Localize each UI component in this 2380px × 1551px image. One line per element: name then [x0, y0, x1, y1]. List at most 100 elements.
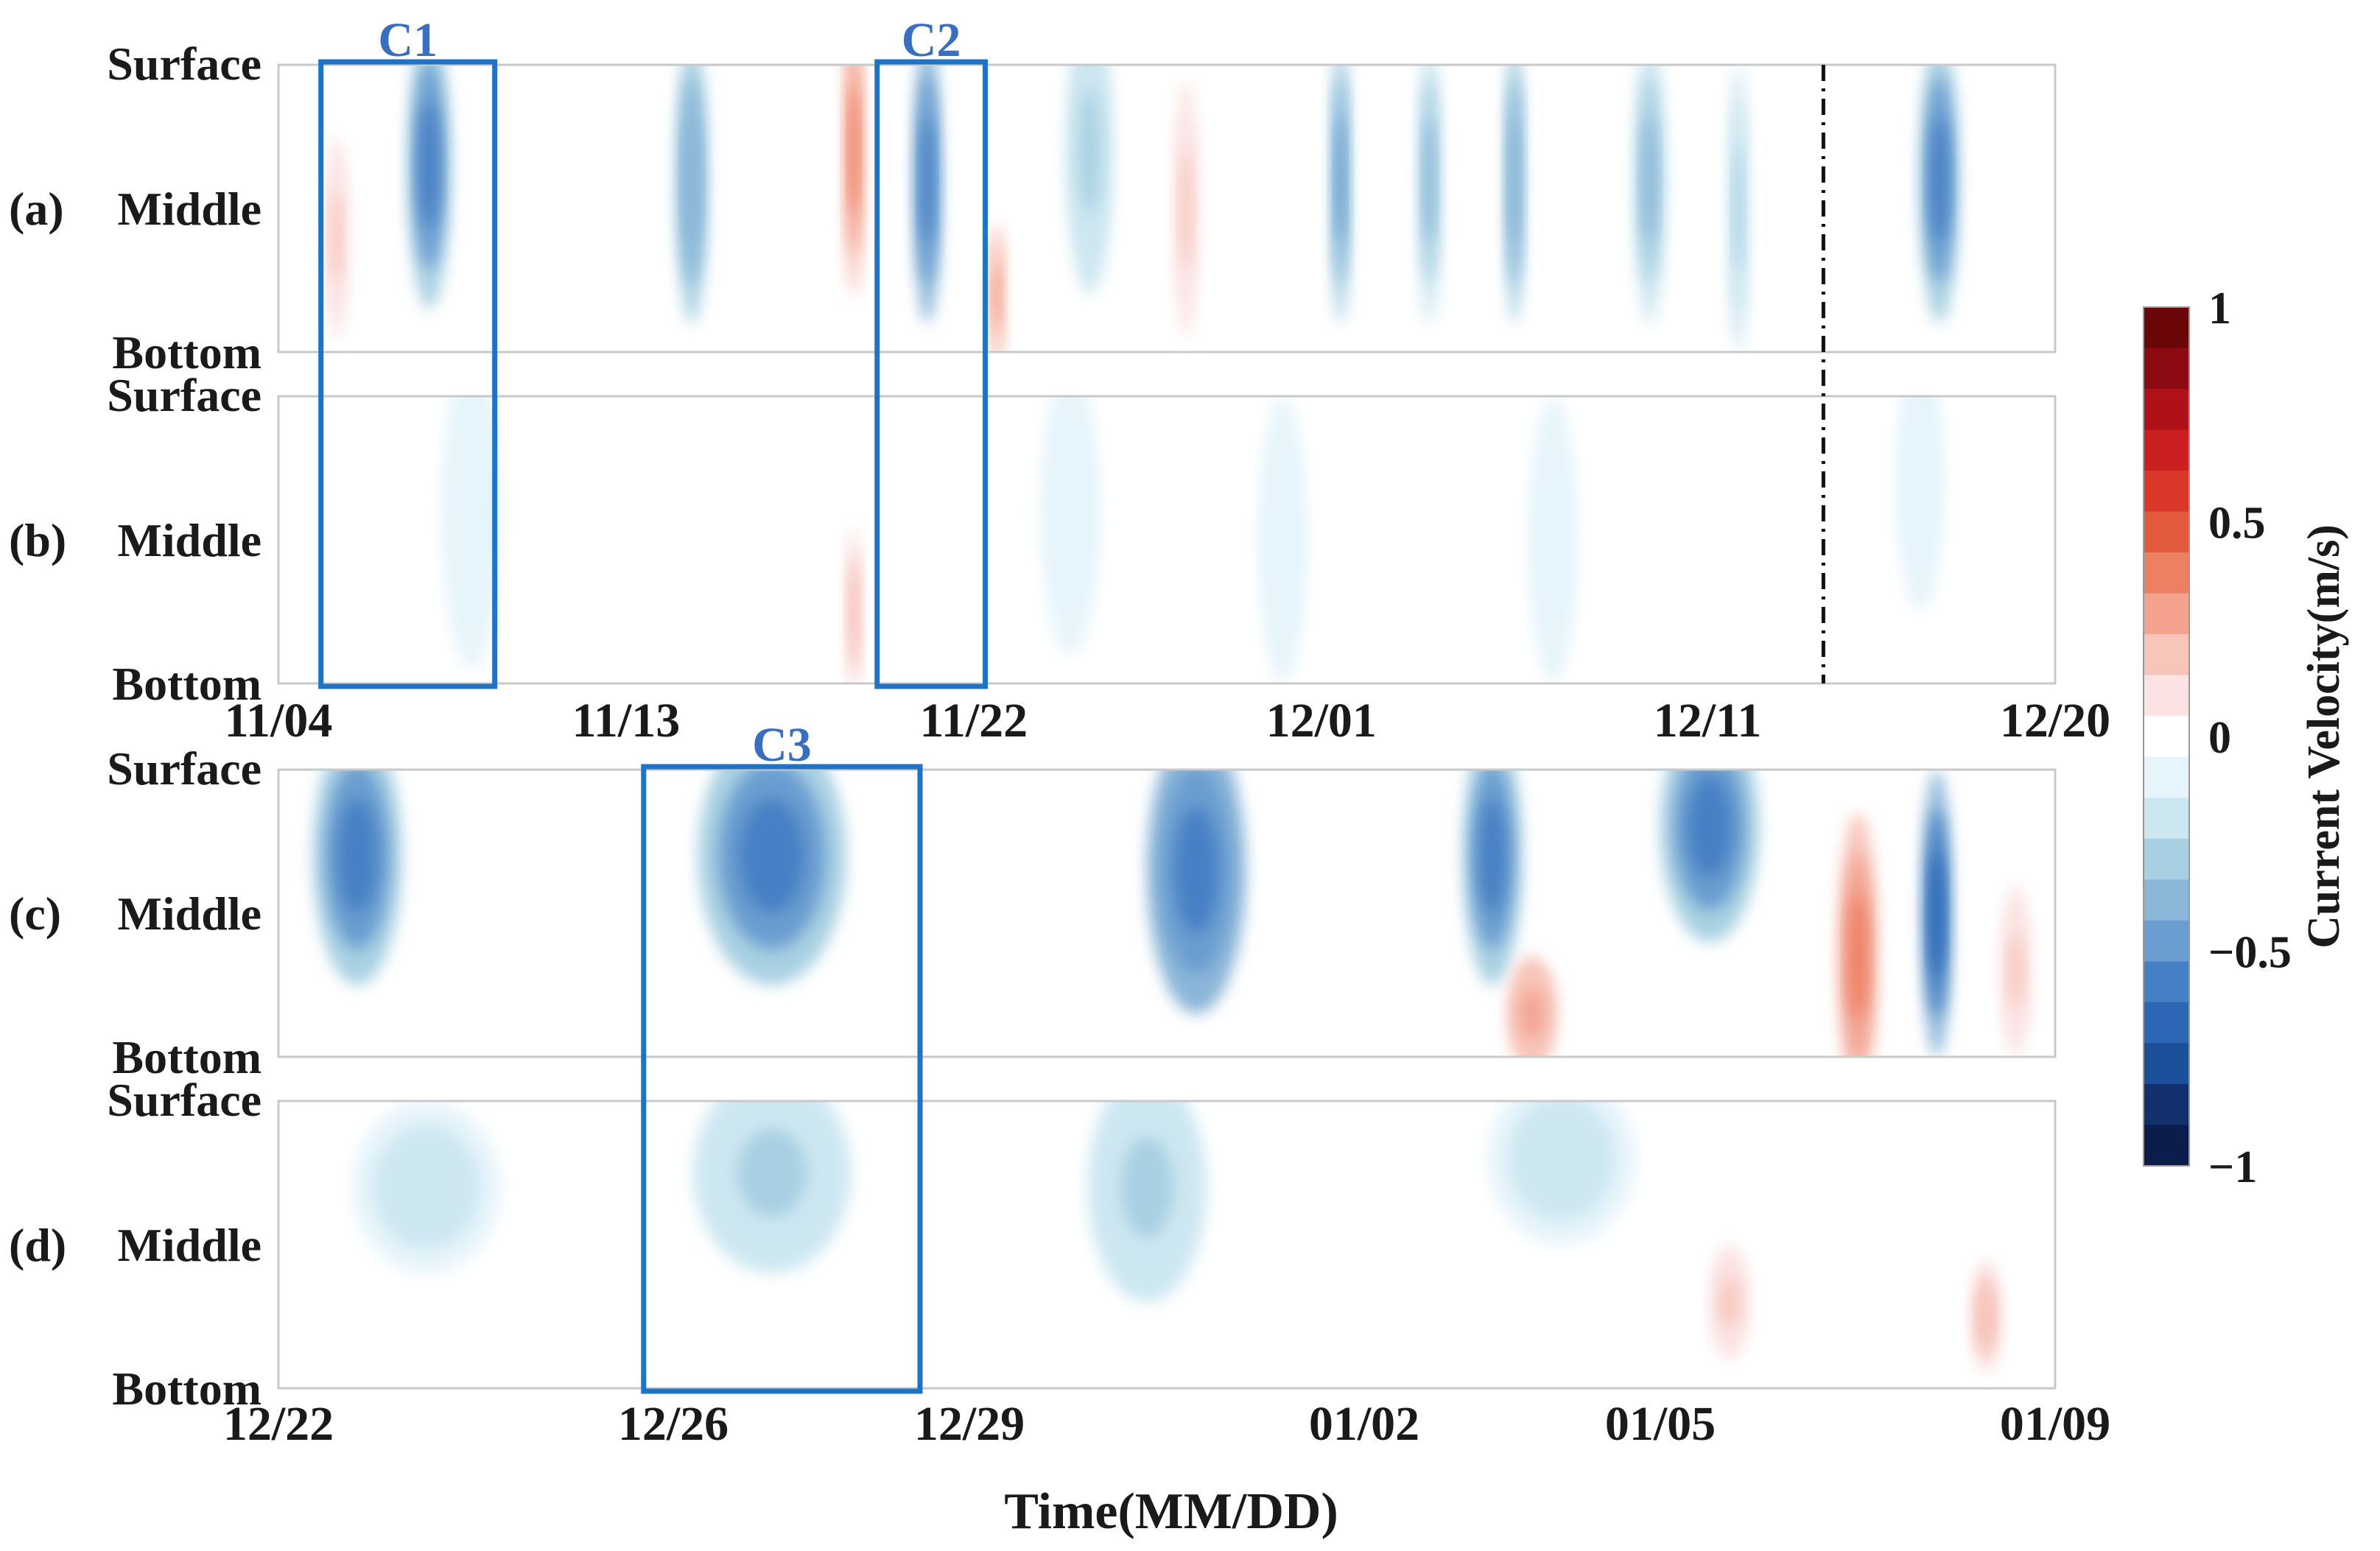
depth-label-surface: Surface: [107, 1074, 261, 1126]
panel-frame: [277, 63, 2057, 354]
colorbar: 1 0.5 0 −0.5 −1 Current Velocity(m/s): [2143, 284, 2349, 1192]
colorbar-title: Current Velocity(m/s): [2299, 524, 2349, 949]
contour-blob: [1479, 798, 1506, 913]
colorbar-segment: [2144, 1043, 2189, 1085]
annotation-label-c1: C1: [378, 13, 438, 67]
contour-blob: [1272, 476, 1293, 603]
colorbar-frame: [2143, 306, 2190, 1167]
x-tick-label: 12/26: [618, 1397, 729, 1451]
contour-blob: [1510, 116, 1519, 243]
depth-label-middle: Middle: [117, 514, 261, 566]
panel-4: (d) Surface Middle Bottom: [9, 1074, 2057, 1415]
contour-blob: [2009, 932, 2023, 1009]
contour-blob: [1688, 776, 1732, 878]
contour-blob: [684, 116, 699, 243]
colorbar-segment: [2144, 429, 2189, 471]
contour-blob: [737, 1128, 807, 1217]
contour-blob: [1079, 88, 1100, 214]
contour-blob: [993, 263, 1000, 326]
colorbar-segment: [2144, 879, 2189, 921]
x-tick-label: 11/13: [572, 694, 681, 748]
colorbar-tick-label: −0.5: [2208, 928, 2292, 978]
x-tick-label: 12/11: [1654, 694, 1762, 748]
depth-label-middle: Middle: [117, 183, 261, 235]
colorbar-segment: [2144, 471, 2189, 513]
colorbar-segment: [2144, 593, 2189, 635]
depth-label-surface: Surface: [107, 369, 261, 421]
depth-label-middle: Middle: [117, 887, 261, 940]
panel-label: (a): [9, 183, 64, 235]
colorbar-tick-label: 0: [2208, 713, 2231, 763]
panel-1: (a) Surface Middle Bottom: [9, 38, 2057, 379]
contour-blob: [1930, 850, 1944, 977]
colorbar-tick-label: 1: [2208, 284, 2231, 334]
panel-frame: [277, 395, 2057, 685]
depth-label-bottom: Bottom: [112, 658, 261, 710]
contour-blob: [1909, 425, 1931, 540]
x-tick-label: 12/22: [223, 1397, 334, 1451]
panel-frame: [277, 1100, 2057, 1390]
contour-blob: [849, 88, 859, 214]
contour-blob: [1643, 116, 1657, 243]
annotation-label-c3: C3: [752, 718, 812, 772]
depth-label-surface: Surface: [107, 38, 261, 90]
contour-blob: [1849, 893, 1867, 1020]
depth-label-bottom: Bottom: [112, 1362, 261, 1415]
panel-blobs: [352, 1101, 2001, 1374]
colorbar-segment: [2144, 1002, 2189, 1044]
colorbar-segment: [2144, 307, 2189, 349]
depth-label-bottom: Bottom: [112, 1031, 261, 1083]
annotation-label-c2: C2: [902, 13, 961, 67]
panel-label: (d): [9, 1219, 66, 1271]
colorbar-segment: [2144, 920, 2189, 962]
panel-frame: [277, 768, 2057, 1058]
contour-blob: [419, 102, 439, 229]
colorbar-segment: [2144, 389, 2189, 431]
x-axis-label: Time(MM/DD): [1004, 1483, 1338, 1540]
contour-blob: [1721, 1276, 1738, 1328]
contour-blob: [393, 1149, 460, 1225]
x-tick-label: 12/01: [1266, 694, 1377, 748]
contour-blob: [1174, 806, 1218, 934]
panel-blobs: [442, 396, 1943, 683]
contour-blob: [1181, 151, 1192, 266]
colorbar-segment: [2144, 838, 2189, 880]
annotation-box-c1: [318, 59, 498, 689]
contour-blob: [850, 574, 857, 650]
x-tick-label: 12/20: [2000, 694, 2110, 748]
annotation-box-c2: [874, 59, 989, 689]
colorbar-segment: [2144, 716, 2189, 758]
colorbar-tick-label: −1: [2208, 1142, 2257, 1192]
contour-blob: [1521, 988, 1543, 1039]
contour-blob: [337, 798, 377, 913]
x-tick-label: 12/29: [914, 1397, 1025, 1451]
contour-blob: [1734, 145, 1743, 272]
contour-blob: [921, 116, 933, 243]
colorbar-segment: [2144, 348, 2189, 390]
colorbar-segment: [2144, 961, 2189, 1003]
x-tick-label: 01/05: [1605, 1397, 1716, 1451]
contour-blob: [331, 192, 342, 282]
depth-label-bottom: Bottom: [112, 326, 261, 379]
panel-3: (c) Surface Middle Bottom: [9, 742, 2057, 1083]
contour-blob: [1424, 116, 1435, 243]
colorbar-segment: [2144, 634, 2189, 676]
colorbar-tick-label: 0.5: [2208, 499, 2266, 549]
annotation-boxes: C1 C2 C3: [318, 13, 989, 1394]
colorbar-segment: [2144, 675, 2189, 717]
contour-blob: [1120, 1136, 1173, 1238]
colorbar-segment: [2144, 552, 2189, 594]
contour-blob: [458, 441, 485, 581]
panel-blobs: [312, 770, 2031, 1057]
x-tick-label: 01/09: [2000, 1397, 2110, 1451]
panel-background: [278, 65, 2055, 352]
contour-blob: [739, 798, 805, 913]
colorbar-segment: [2144, 756, 2189, 798]
contour-blob: [1336, 116, 1345, 243]
colorbar-segment: [2144, 798, 2189, 840]
x-tick-label: 01/02: [1309, 1397, 1419, 1451]
panel-label: (c): [9, 887, 61, 940]
colorbar-segment: [2144, 511, 2189, 553]
contour-blob: [1528, 1120, 1595, 1197]
